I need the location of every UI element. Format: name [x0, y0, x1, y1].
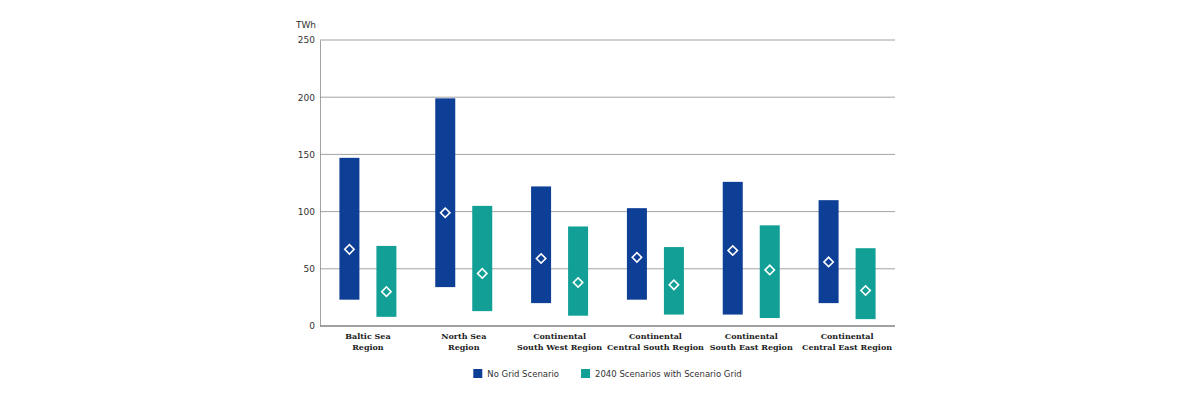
x-tick-label: ContinentalCentral East Region: [802, 331, 892, 352]
marker: [861, 286, 870, 295]
x-tick-label: ContinentalCentral South Region: [607, 331, 704, 352]
y-tick: 200: [298, 93, 320, 103]
x-tick-label: North SeaRegion: [441, 331, 486, 352]
legend-item: 2040 Scenarios with Scenario Grid: [581, 369, 742, 379]
grid: [320, 40, 895, 326]
grid-line: [320, 40, 895, 41]
x-axis: Baltic SeaRegion North SeaRegion Continent…: [345, 331, 892, 352]
marker: [536, 254, 545, 263]
x-tick-label: Baltic SeaRegion: [345, 331, 390, 352]
legend-label: No Grid Scenario: [487, 369, 559, 379]
plot-area: [339, 98, 875, 319]
x-tick-label: ContinentalSouth East Region: [710, 331, 793, 352]
range-bar: [531, 186, 551, 303]
marker: [382, 287, 391, 296]
y-tick: 50: [304, 264, 320, 274]
range-bar: [435, 98, 455, 287]
marker: [632, 253, 641, 262]
marker: [345, 245, 354, 254]
range-bar: [819, 200, 839, 303]
range-bar: [664, 247, 684, 314]
y-tick-label: 200: [298, 93, 315, 103]
range-bar: [376, 246, 396, 317]
legend: No Grid Scenario 2040 Scenarios with Scen…: [473, 369, 741, 379]
y-tick: 0: [309, 321, 320, 331]
y-tick-label: 150: [298, 150, 315, 160]
y-axis-line: [320, 41, 321, 327]
y-axis: 0 50 100 150 200 250: [298, 35, 321, 331]
range-bar: [760, 225, 780, 318]
grid-line: [320, 325, 895, 326]
marker: [478, 269, 487, 278]
y-tick-label: 50: [304, 264, 316, 274]
grid-line: [320, 154, 895, 155]
range-bar: [568, 226, 588, 315]
marker: [824, 257, 833, 266]
marker: [728, 246, 737, 255]
legend-label: 2040 Scenarios with Scenario Grid: [595, 369, 742, 379]
range-bar: [723, 182, 743, 315]
grid-line: [320, 97, 895, 98]
legend-swatch: [473, 369, 482, 378]
range-bar: [856, 248, 876, 319]
y-tick: 250: [298, 35, 320, 45]
y-tick: 150: [298, 150, 320, 160]
y-tick-label: 100: [298, 207, 315, 217]
marker: [441, 208, 450, 217]
y-tick-label: 0: [309, 321, 315, 331]
grid-line: [320, 268, 895, 269]
grid-line: [320, 211, 895, 212]
range-bar: [472, 206, 492, 311]
chart: 0 50 100 150 200 250 TWh Baltic SeaRegion North …: [0, 0, 1200, 400]
range-bar: [339, 158, 359, 300]
y-tick: 100: [298, 207, 320, 217]
x-tick-label: ContinentalSouth West Region: [517, 331, 602, 352]
y-axis-title: TWh: [295, 20, 316, 30]
series: [376, 206, 875, 319]
marker: [573, 278, 582, 287]
range-bar: [627, 208, 647, 300]
legend-swatch: [581, 369, 590, 378]
marker: [669, 280, 678, 289]
legend-item: No Grid Scenario: [473, 369, 559, 379]
marker: [765, 265, 774, 274]
y-tick-label: 250: [298, 35, 315, 45]
